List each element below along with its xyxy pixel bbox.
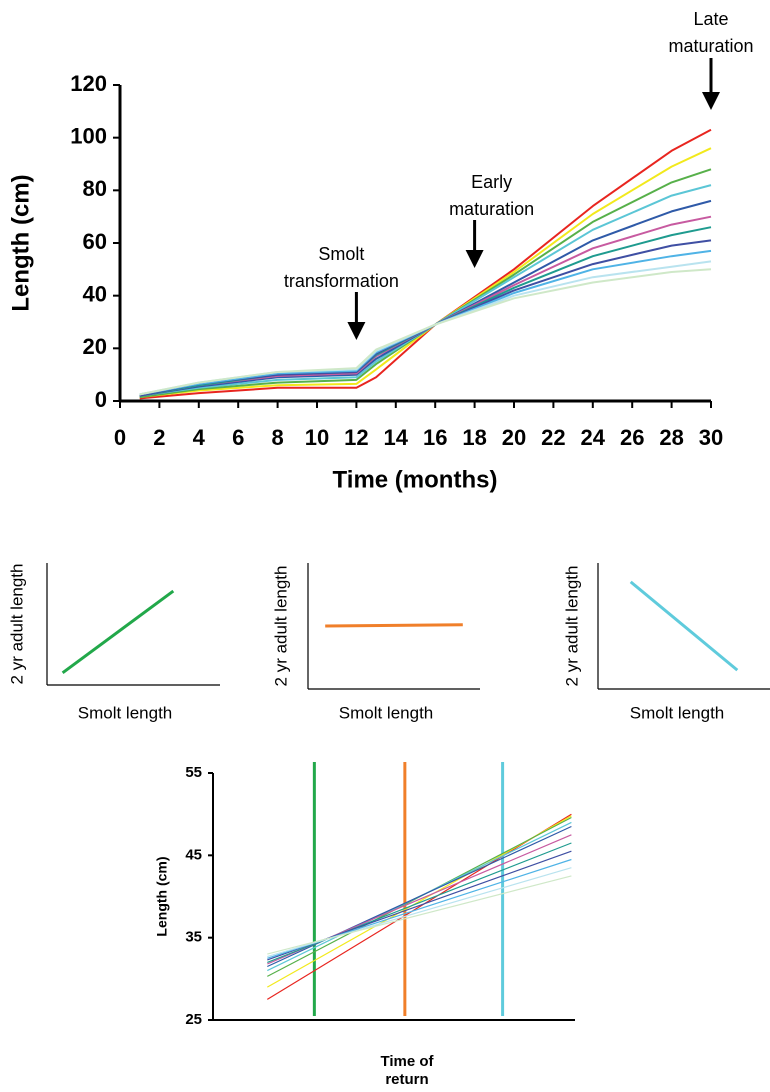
y-tick-label: 120 xyxy=(70,71,107,96)
x-tick-label: 10 xyxy=(305,425,329,450)
series-line xyxy=(139,226,712,397)
series-line xyxy=(139,199,712,397)
x-tick-label: 14 xyxy=(384,425,409,450)
annotation: Smolt xyxy=(318,244,364,264)
x-tick-label: 12 xyxy=(344,425,368,450)
y-axis-label: Length (cm) xyxy=(154,856,170,936)
y-axis-label: 2 yr adult length xyxy=(271,566,290,687)
x-tick-label: 28 xyxy=(659,425,683,450)
series-line xyxy=(266,813,572,1000)
arrow-head xyxy=(347,322,366,340)
series-line xyxy=(61,589,175,675)
y-tick-label: 25 xyxy=(185,1011,202,1028)
annotation: transformation xyxy=(284,271,399,291)
series-line xyxy=(139,168,712,399)
x-tick-label: 18 xyxy=(462,425,486,450)
x-axis-label: return xyxy=(385,1071,428,1088)
x-tick-label: 4 xyxy=(193,425,206,450)
x-tick-label: 8 xyxy=(271,425,283,450)
y-axis-label: 2 yr adult length xyxy=(7,564,26,685)
y-tick-label: 20 xyxy=(83,334,107,359)
arrow-head xyxy=(465,250,484,268)
x-axis-label: Time of xyxy=(380,1053,434,1070)
series-line xyxy=(267,842,572,963)
series-line xyxy=(139,268,712,396)
y-axis-label: Length (cm) xyxy=(7,174,34,311)
x-tick-label: 16 xyxy=(423,425,447,450)
arrow-head xyxy=(702,92,720,110)
x-axis-label: Smolt length xyxy=(630,703,725,722)
series-line xyxy=(325,623,463,628)
x-axis-label: Smolt length xyxy=(339,703,434,722)
series-line xyxy=(267,867,572,958)
y-tick-label: 35 xyxy=(185,929,202,946)
x-tick-label: 2 xyxy=(153,425,165,450)
annotation: maturation xyxy=(449,199,534,219)
series-line xyxy=(139,215,712,397)
x-axis-label: Smolt length xyxy=(78,703,173,722)
x-tick-label: 20 xyxy=(502,425,526,450)
x-tick-label: 30 xyxy=(699,425,723,450)
y-tick-label: 80 xyxy=(83,176,107,201)
annotation: maturation xyxy=(668,36,753,56)
series-line xyxy=(267,875,572,955)
x-tick-label: 22 xyxy=(541,425,565,450)
series-line xyxy=(267,825,572,968)
x-tick-label: 6 xyxy=(232,425,244,450)
x-tick-label: 0 xyxy=(114,425,126,450)
y-tick-label: 100 xyxy=(70,123,107,148)
x-tick-label: 24 xyxy=(581,425,606,450)
y-tick-label: 0 xyxy=(95,387,107,412)
x-axis-label: Time (months) xyxy=(333,466,498,493)
annotation: Early xyxy=(471,172,512,192)
y-axis-label: 2 yr adult length xyxy=(562,566,581,687)
series-line xyxy=(139,128,712,400)
series-line xyxy=(139,147,712,399)
y-tick-label: 40 xyxy=(83,281,107,306)
series-line xyxy=(629,580,739,672)
x-tick-label: 26 xyxy=(620,425,644,450)
y-tick-label: 45 xyxy=(185,846,202,863)
annotation: Late xyxy=(693,9,728,29)
y-tick-label: 60 xyxy=(83,229,107,254)
y-tick-label: 55 xyxy=(185,764,202,781)
series-line xyxy=(139,184,712,397)
